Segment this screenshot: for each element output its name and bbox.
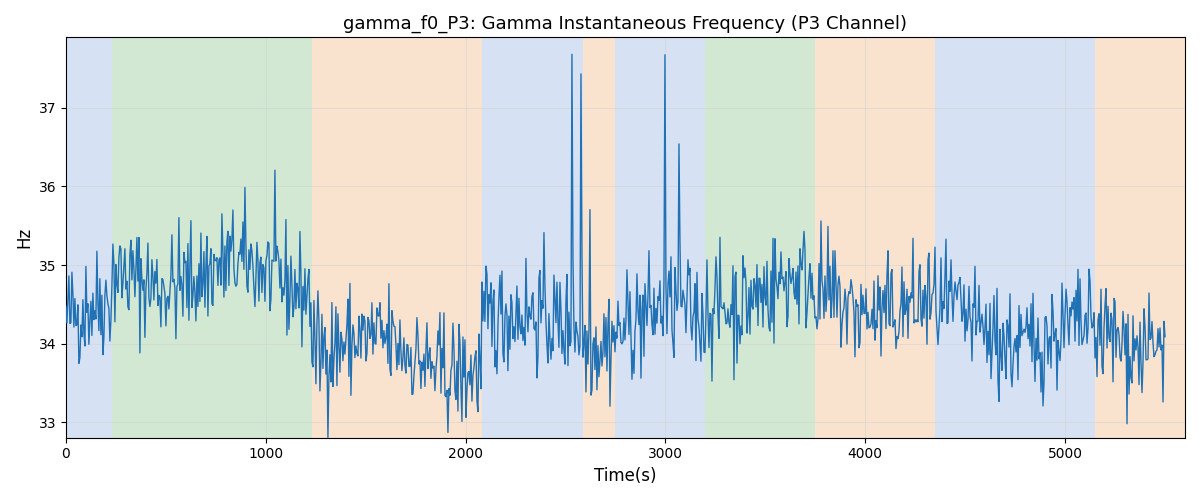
Bar [935, 38, 1066, 438]
X-axis label: Time(s): Time(s) [594, 467, 656, 485]
Bar [112, 38, 312, 438]
Bar [312, 38, 481, 438]
Bar [583, 38, 616, 438]
Bar [1066, 38, 1096, 438]
Bar [815, 38, 935, 438]
Bar [481, 38, 583, 438]
Title: gamma_f0_P3: Gamma Instantaneous Frequency (P3 Channel): gamma_f0_P3: Gamma Instantaneous Frequen… [343, 15, 907, 34]
Y-axis label: Hz: Hz [16, 227, 34, 248]
Bar [66, 38, 112, 438]
Bar [706, 38, 815, 438]
Bar [1096, 38, 1186, 438]
Bar [684, 38, 706, 438]
Bar [616, 38, 684, 438]
